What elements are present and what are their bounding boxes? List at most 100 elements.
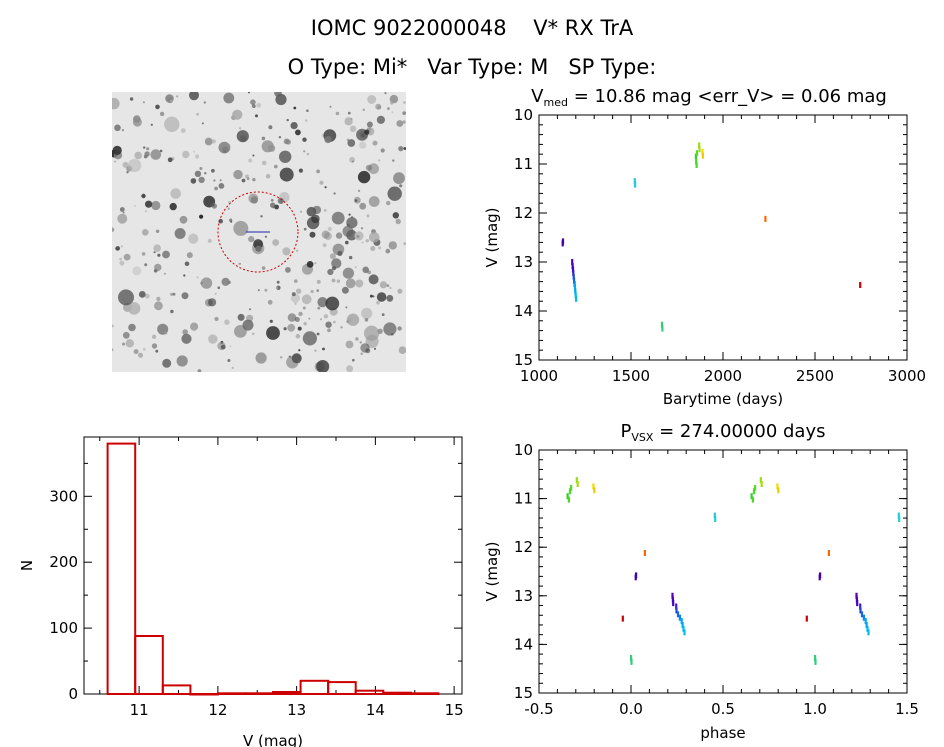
star-field-thumbnail-icon (112, 92, 406, 372)
star (335, 111, 340, 116)
star (274, 204, 279, 210)
star (159, 149, 163, 153)
star (385, 248, 391, 254)
star (114, 124, 121, 132)
star (204, 172, 207, 175)
star (266, 326, 280, 340)
star (346, 313, 360, 326)
star (352, 358, 355, 362)
star (380, 148, 385, 153)
y-tick-label: 13 (514, 253, 533, 271)
data-point (805, 615, 808, 622)
star (306, 206, 317, 217)
star (369, 294, 373, 298)
histogram-bar (327, 681, 357, 695)
star (125, 339, 134, 348)
y-tick-label: 200 (49, 553, 78, 571)
star (346, 365, 354, 372)
star (129, 97, 134, 101)
data-point (671, 592, 674, 599)
star (368, 274, 379, 285)
star (190, 322, 199, 331)
star (287, 313, 297, 322)
star (321, 230, 330, 239)
star (144, 293, 150, 299)
star (112, 324, 114, 328)
star (227, 359, 231, 362)
data-point (573, 277, 576, 284)
star (251, 104, 256, 108)
data-point (752, 488, 756, 495)
star (270, 198, 274, 202)
star (122, 211, 125, 214)
data-point (635, 572, 638, 579)
star (303, 150, 306, 153)
star (349, 255, 353, 260)
star (251, 332, 255, 336)
data-point (862, 614, 865, 621)
star (121, 129, 124, 132)
data-point (643, 550, 646, 556)
data-point (764, 215, 767, 222)
star (324, 186, 327, 189)
star (146, 147, 150, 151)
data-point (760, 481, 763, 487)
star (360, 227, 364, 230)
star (164, 332, 168, 335)
star (368, 163, 379, 175)
data-point (575, 477, 578, 484)
star (287, 323, 296, 332)
star (390, 101, 394, 105)
star (195, 154, 200, 159)
data-point (561, 238, 565, 245)
star (376, 300, 380, 305)
star (361, 241, 364, 244)
star (274, 164, 278, 169)
star (128, 323, 136, 332)
data-point (571, 262, 574, 269)
star (296, 249, 299, 252)
star (397, 288, 403, 294)
star (314, 349, 317, 352)
x-tick-label: 2000 (704, 367, 742, 385)
plot-title-subscript: VSX (631, 431, 654, 444)
star (141, 193, 146, 199)
data-point (575, 295, 578, 302)
x-axis-label: phase (700, 724, 745, 742)
data-point (571, 259, 574, 265)
histogram-bar (134, 635, 164, 695)
star (302, 306, 306, 310)
data-point (867, 629, 870, 636)
data-point (675, 603, 678, 610)
star (164, 116, 180, 132)
star (398, 146, 404, 152)
star (172, 292, 176, 296)
star (227, 207, 230, 210)
star (316, 279, 321, 284)
star (238, 262, 241, 265)
star (224, 319, 230, 325)
star (369, 232, 380, 243)
star (365, 348, 371, 354)
star (252, 177, 256, 182)
data-point (856, 600, 859, 607)
star (375, 103, 382, 110)
star (316, 332, 320, 336)
data-point (593, 487, 596, 494)
data-point (701, 148, 704, 155)
star (186, 252, 193, 259)
star (378, 246, 382, 250)
data-point (814, 658, 817, 665)
star (132, 266, 142, 276)
star (275, 286, 279, 290)
star (269, 319, 273, 323)
y-axis-label: V (mag) (483, 541, 501, 601)
star (126, 171, 129, 174)
star (223, 92, 235, 104)
star (346, 223, 350, 227)
star (386, 294, 394, 302)
data-point (570, 484, 573, 491)
star (169, 99, 173, 103)
star (193, 150, 196, 153)
